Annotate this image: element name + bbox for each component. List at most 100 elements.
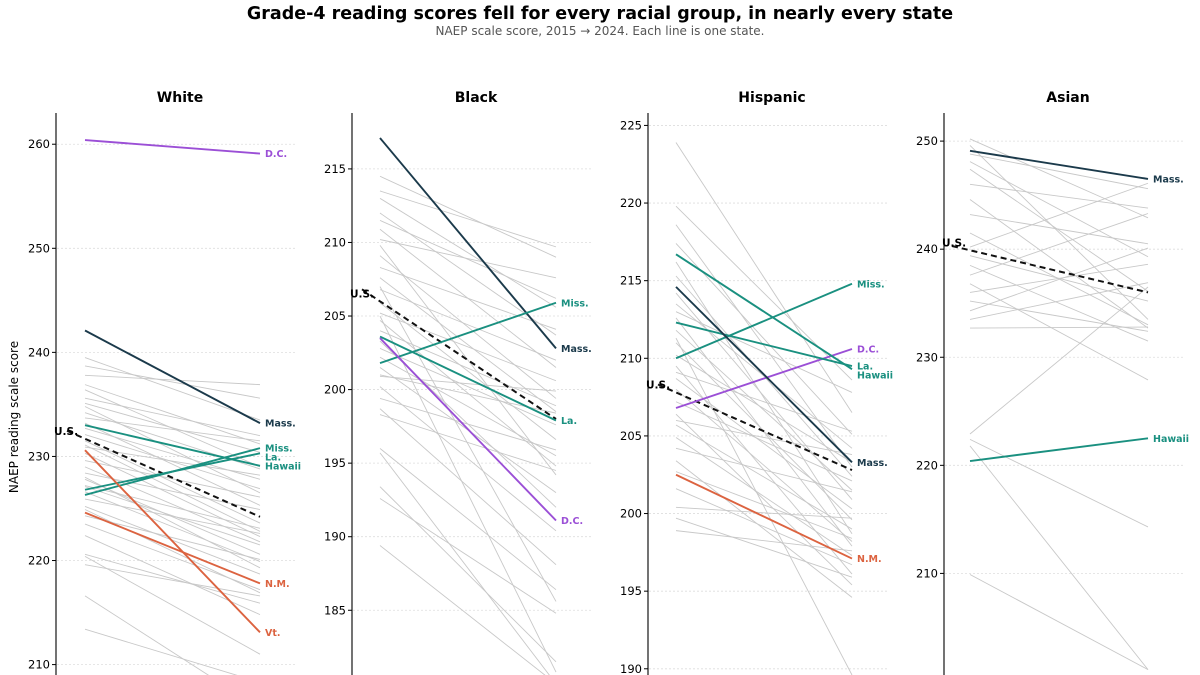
state-line [84, 509, 261, 594]
state-line [379, 239, 557, 279]
highlight-line-hawaii [675, 253, 853, 370]
highlight-label-mass: Mass. [561, 344, 592, 355]
y-tick-label: 230 [28, 449, 50, 463]
state-line [675, 471, 853, 539]
state-line [379, 289, 557, 361]
state-line [379, 315, 557, 673]
y-tick-label: 220 [28, 554, 50, 568]
state-line [969, 199, 1149, 329]
state-line [675, 261, 853, 534]
highlight-line-mass [969, 149, 1149, 180]
state-line [379, 267, 557, 330]
panel-title-black: Black [455, 90, 498, 106]
highlight-label-d-c: D.C. [561, 516, 583, 527]
highlight-line-mass [379, 137, 557, 350]
panel-asian: Asian 210 220 230 240 250 U.S. Mass. Hawaii [916, 90, 1189, 675]
y-tick-label: 200 [620, 507, 642, 521]
highlight-line-n-m [84, 511, 261, 585]
state-line [675, 447, 853, 493]
highlight-label-la: La. [265, 453, 281, 464]
y-tick-label: 220 [620, 196, 642, 210]
state-line [84, 397, 261, 437]
state-line [675, 517, 853, 578]
state-line [969, 264, 1149, 342]
state-line [675, 437, 853, 556]
highlight-label-la: La. [561, 416, 577, 427]
state-line [675, 401, 853, 482]
highlight-label-mass: Mass. [1153, 174, 1184, 185]
state-line [675, 330, 853, 491]
state-line [379, 498, 557, 614]
state-line [969, 168, 1149, 292]
y-tick-label: 220 [916, 458, 938, 472]
y-tick-label: 215 [620, 274, 642, 288]
y-tick-label: 205 [324, 309, 346, 323]
state-line [969, 182, 1149, 248]
state-line [379, 197, 557, 308]
state-line [675, 243, 853, 435]
highlight-line-la [379, 335, 557, 422]
state-line [84, 452, 261, 537]
y-tick-label: 210 [620, 351, 642, 365]
y-tick-label: 240 [916, 242, 938, 256]
state-line [84, 478, 261, 555]
state-line [675, 337, 853, 675]
y-tick-label: 210 [324, 235, 346, 249]
us-label: U.S. [646, 379, 670, 391]
us-average-line [657, 383, 853, 471]
y-tick-label: 250 [28, 241, 50, 255]
panel-title-white: White [157, 90, 203, 106]
state-line [379, 245, 557, 476]
state-line [969, 286, 1149, 435]
highlight-label-hawaii: Hawaii [857, 371, 893, 382]
state-line [969, 213, 1149, 276]
state-line [379, 375, 557, 392]
y-tick-label: 205 [620, 429, 642, 443]
highlight-label-miss: Miss. [265, 444, 293, 455]
us-label: U.S. [942, 237, 966, 249]
highlight-line-mass [84, 329, 261, 424]
state-line [84, 444, 261, 532]
highlight-line-n-m [675, 473, 853, 560]
state-line [969, 214, 1149, 245]
highlight-line-mass [675, 286, 853, 463]
highlight-label-la: La. [857, 362, 873, 373]
state-line [675, 317, 853, 547]
state-line [379, 545, 546, 675]
state-line [84, 406, 261, 494]
y-tick-label: 190 [620, 662, 642, 675]
panel-hispanic: Hispanic 190 195 200 205 210 215 220 225 U.S. Miss… [620, 90, 893, 675]
chart-subtitle: NAEP scale score, 2015 → 2024. Each line… [435, 24, 765, 38]
panel-black: Black 185 190 195 200 205 210 215 U.S. Miss. Mass.… [324, 90, 592, 675]
state-line [84, 595, 209, 675]
state-line [84, 476, 261, 569]
state-line [675, 530, 853, 552]
state-line [969, 326, 1149, 329]
highlight-line-miss [675, 282, 853, 360]
state-line [84, 417, 261, 442]
y-tick-label: 190 [324, 530, 346, 544]
state-line [379, 302, 557, 440]
us-average-line [951, 245, 1149, 294]
y-tick-label: 195 [620, 584, 642, 598]
state-line [969, 161, 1149, 258]
highlight-line-miss [379, 301, 557, 365]
chart-title: Grade-4 reading scores fell for every ra… [246, 4, 954, 24]
state-line [969, 247, 1149, 312]
state-line [84, 357, 261, 421]
highlight-label-miss: Miss. [561, 298, 589, 309]
state-line [379, 486, 557, 663]
state-line [379, 408, 557, 565]
us-label: U.S. [350, 288, 374, 300]
state-line [379, 414, 557, 471]
state-line [379, 255, 557, 399]
state-line [84, 365, 261, 399]
state-line [84, 491, 261, 562]
y-tick-label: 210 [28, 658, 50, 672]
state-line [675, 303, 853, 449]
state-line [84, 555, 261, 655]
state-line [84, 553, 261, 604]
state-line [969, 232, 1149, 326]
state-line [84, 402, 261, 453]
